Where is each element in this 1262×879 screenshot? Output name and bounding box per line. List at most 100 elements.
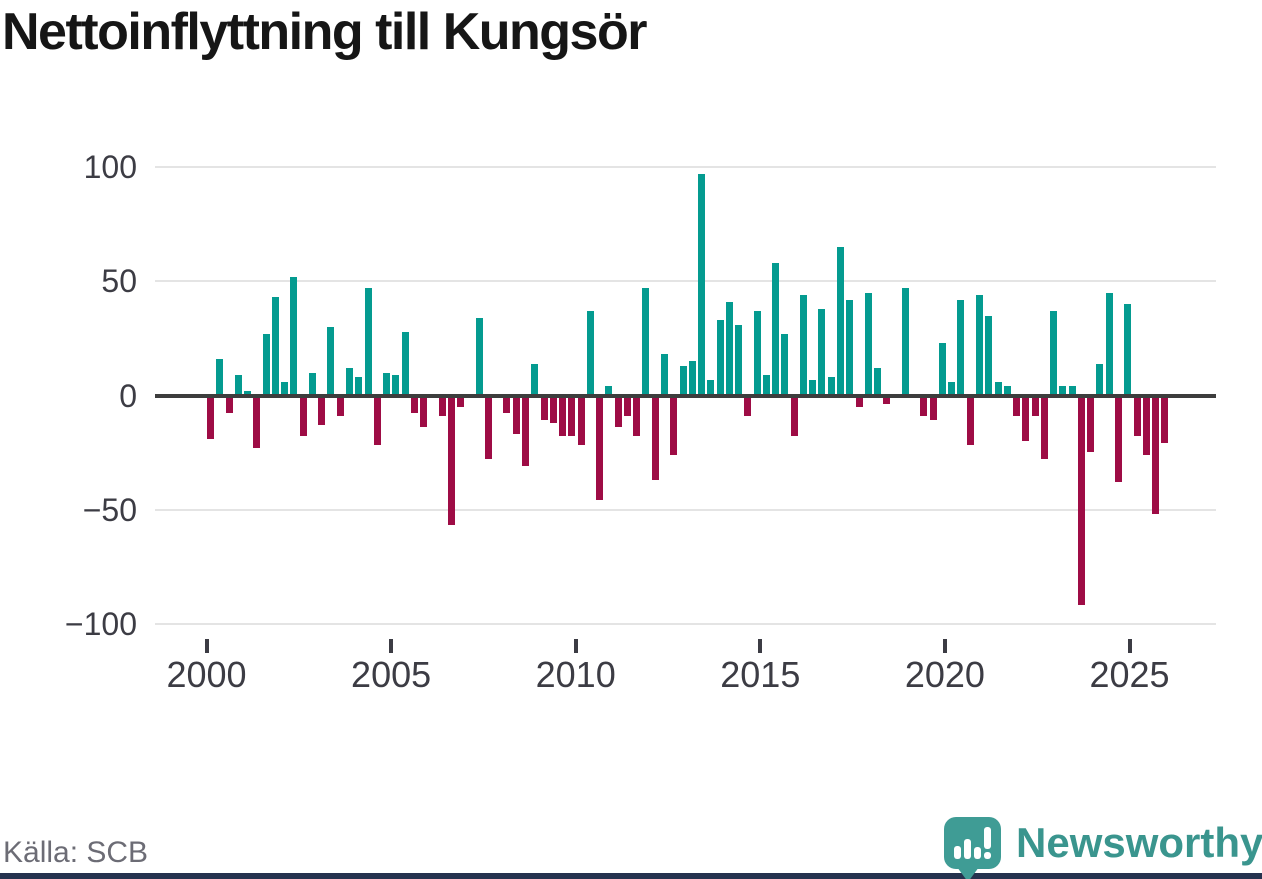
bar [410,397,418,414]
bar [1022,397,1030,441]
bar [253,397,261,448]
bar [244,390,252,396]
logo-exclamation-icon [984,827,991,849]
gridline [155,166,1216,168]
bar [1142,397,1150,455]
gridline [155,623,1216,625]
bar [698,173,706,396]
bar [670,397,678,455]
bar [1031,397,1039,416]
bar [753,310,761,396]
bar [522,397,529,467]
bar [207,397,214,439]
bar [234,374,242,396]
zero-line [155,393,1216,398]
bar [327,326,335,396]
source-text: Källa: SCB [3,836,149,869]
y-axis-label: 0 [119,377,137,414]
x-axis-label: 2015 [720,654,801,695]
bar [216,358,224,396]
bar [790,397,798,437]
bar [679,365,687,396]
bar [623,397,631,416]
bar [1152,397,1160,515]
bar [1050,310,1058,396]
bar [364,288,372,396]
footer-strip [0,873,1262,879]
x-axis-tick [758,639,763,653]
logo-bar-icon [954,846,961,859]
bar [336,397,344,416]
x-axis-tick [573,639,578,653]
y-axis-label: −50 [82,491,137,528]
bar [948,381,956,396]
y-axis-label: −100 [64,606,137,642]
bar [994,381,1002,396]
bar [827,377,835,396]
bar [1133,397,1141,437]
bar [271,297,279,396]
logo-bar-icon [974,847,981,859]
x-axis-tick [389,639,394,653]
newsworthy-logo: Newsworthy [944,814,1262,879]
bar [883,397,891,405]
bar [901,288,909,396]
bar [355,377,363,396]
x-axis-label: 2025 [1089,654,1170,695]
bar [457,397,465,407]
bar [642,288,650,396]
bar [1096,363,1104,396]
bar [484,397,492,460]
bar [1003,386,1011,396]
bar [262,333,270,396]
bar [1068,386,1076,396]
bar [716,320,724,396]
bar [735,324,743,396]
bar [299,397,307,437]
y-axis-label: 100 [83,149,137,185]
y-axis-label: 50 [101,263,137,300]
bar [605,386,613,396]
bar [957,299,965,396]
bar [688,361,696,396]
speech-bubble-bar-chart-icon [944,817,1001,879]
bar [531,363,539,396]
bar [799,294,807,396]
bar [1114,397,1122,483]
bar [290,276,298,396]
bar [846,299,854,396]
bar [614,397,622,428]
bar [1161,397,1169,444]
bar [1059,386,1067,396]
bar [281,381,289,396]
brand-name: Newsworthy [1016,819,1262,866]
x-axis-label: 2020 [904,654,985,695]
bar [438,397,446,416]
bar [772,262,780,396]
bar [864,292,872,396]
bar [744,397,752,416]
bar [318,397,326,425]
bar [920,397,928,416]
bar [1077,397,1085,606]
bar [383,372,391,396]
bar [373,397,381,446]
bar [781,333,789,396]
x-axis-tick [204,639,209,653]
bar [512,397,520,435]
bar [633,397,641,437]
bar [651,397,659,480]
bar [503,397,511,414]
logo-bar-icon [964,839,971,859]
bar [1124,304,1132,396]
bar [392,374,400,396]
bar [1105,292,1113,396]
bar [540,397,548,421]
x-axis-label: 2000 [166,654,247,695]
bar [985,315,993,396]
bar [837,246,845,396]
bar [938,342,946,396]
bar [1087,397,1095,453]
bar [345,368,353,396]
